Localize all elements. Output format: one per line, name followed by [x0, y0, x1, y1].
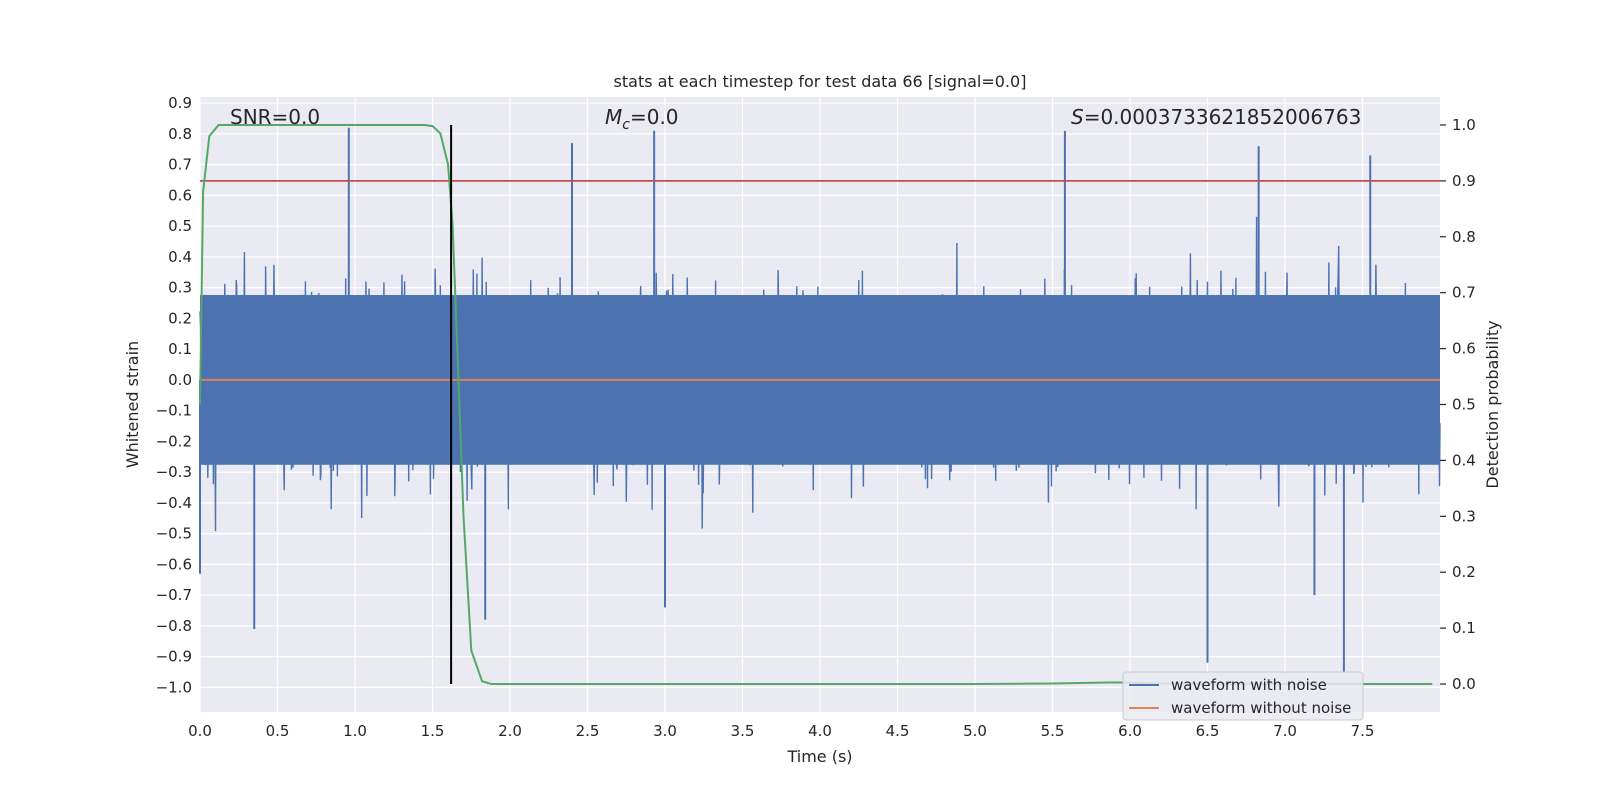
right-y-tick-label: 0.6 — [1452, 340, 1476, 358]
left-y-tick-label: 0.5 — [168, 217, 192, 235]
right-y-tick-label: 0.3 — [1452, 507, 1476, 525]
left-y-tick-label: 0.0 — [168, 371, 192, 389]
left-y-tick-label: 0.4 — [168, 248, 192, 266]
chart-title: stats at each timestep for test data 66 … — [614, 72, 1027, 91]
x-tick-label: 7.0 — [1273, 722, 1297, 740]
legend-box — [1122, 671, 1364, 721]
left-y-tick-label: −0.1 — [156, 402, 192, 420]
s-annotation: S=0.0003733621852006763 — [1071, 105, 1361, 129]
x-tick-label: 2.0 — [498, 722, 522, 740]
left-y-tick-label: −0.4 — [156, 494, 192, 512]
left-y-tick-label: −0.6 — [156, 555, 192, 573]
right-y-tick-label: 0.4 — [1452, 451, 1476, 469]
mc-annotation: Mc=0.0 — [605, 105, 679, 133]
left-y-tick-label: 0.7 — [168, 156, 192, 174]
right-y-tick-label: 0.5 — [1452, 396, 1476, 414]
right-y-tick-label: 0.1 — [1452, 619, 1476, 637]
mc-symbol: M — [605, 105, 622, 129]
right-y-tick-label: 0.7 — [1452, 284, 1476, 302]
legend: waveform with noise waveform without nois… — [1122, 671, 1364, 721]
right-y-axis: 1.0 0.9 0.8 0.7 0.6 0.5 0.4 0.3 0.2 0.1 0.0 — [1440, 116, 1476, 693]
x-tick-label: 3.0 — [653, 722, 677, 740]
left-y-tick-label: −0.3 — [156, 463, 192, 481]
x-tick-label: 3.5 — [731, 722, 755, 740]
right-y-tick-label: 0.0 — [1452, 675, 1476, 693]
series-detection-probability — [199, 124, 1433, 685]
mc-subscript: c — [622, 117, 630, 133]
s-symbol: S — [1071, 105, 1084, 129]
left-y-tick-label: 0.6 — [168, 186, 192, 204]
right-y-tick-label: 0.9 — [1452, 172, 1476, 190]
x-axis-label: Time (s) — [786, 747, 852, 766]
noise-trace — [199, 216, 1441, 532]
s-value: =0.0003733621852006763 — [1084, 105, 1362, 129]
mc-value: =0.0 — [630, 105, 679, 129]
right-y-tick-label: 0.2 — [1452, 563, 1476, 581]
snr-annotation: SNR=0.0 — [230, 105, 320, 129]
left-y-tick-label: −0.5 — [156, 525, 192, 543]
left-y-axis: 0.9 0.8 0.7 0.6 0.5 0.4 0.3 0.2 0.1 0.0 −0.1 −0.2 −0… — [156, 94, 192, 696]
x-tick-label: 6.0 — [1118, 722, 1142, 740]
x-tick-label: 4.0 — [808, 722, 832, 740]
left-y-tick-label: 0.1 — [168, 340, 192, 358]
left-y-tick-label: 0.9 — [168, 94, 192, 112]
right-y-tick-label: 1.0 — [1452, 116, 1476, 134]
x-tick-label: 5.5 — [1041, 722, 1065, 740]
left-y-tick-label: −0.7 — [156, 586, 192, 604]
left-y-axis-label: Whitened strain — [123, 341, 142, 468]
left-y-tick-label: 0.2 — [168, 309, 192, 327]
x-tick-label: 7.5 — [1351, 722, 1375, 740]
legend-label: waveform with noise — [1171, 676, 1327, 694]
left-y-tick-label: −1.0 — [156, 678, 192, 696]
x-tick-label: 1.5 — [421, 722, 445, 740]
x-tick-label: 1.0 — [343, 722, 367, 740]
right-y-axis-label: Detection probability — [1483, 320, 1502, 488]
right-y-tick-label: 0.8 — [1452, 228, 1476, 246]
x-tick-label: 5.0 — [963, 722, 987, 740]
left-y-tick-label: −0.8 — [156, 617, 192, 635]
left-y-tick-label: −0.2 — [156, 432, 192, 450]
x-tick-label: 0.5 — [266, 722, 290, 740]
x-tick-label: 2.5 — [576, 722, 600, 740]
x-tick-label: 4.5 — [886, 722, 910, 740]
x-axis: 0.0 0.5 1.0 1.5 2.0 2.5 3.0 3.5 4.0 4.5 5.0 5.5 6.0 6… — [188, 722, 1374, 740]
left-y-tick-label: −0.9 — [156, 648, 192, 666]
series-lines — [199, 124, 1440, 685]
x-tick-label: 6.5 — [1196, 722, 1220, 740]
left-y-tick-label: 0.8 — [168, 125, 192, 143]
left-y-tick-label: 0.3 — [168, 279, 192, 297]
x-tick-label: 0.0 — [188, 722, 212, 740]
legend-label: waveform without noise — [1171, 699, 1351, 717]
